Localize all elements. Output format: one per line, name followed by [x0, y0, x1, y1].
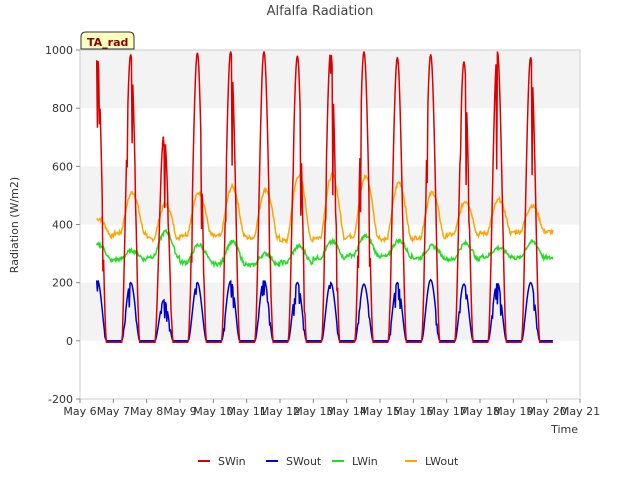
x-axis-title: Time [550, 423, 578, 436]
y-tick-label: 800 [52, 102, 73, 115]
x-tick-label: May 9 [163, 405, 196, 418]
ta-rad-badge: TA_rad [80, 31, 135, 50]
y-tick-label: 0 [66, 335, 73, 348]
x-tick-label: May 7 [97, 405, 130, 418]
chart-title: Alfalfa Radiation [267, 4, 374, 19]
x-tick-label: May 18 [460, 405, 500, 418]
x-tick-label: May 21 [560, 405, 600, 418]
badge-label: TA_rad [87, 36, 128, 49]
x-tick-label: May 15 [360, 405, 400, 418]
legend-label-lwin: LWin [352, 455, 378, 468]
x-tick-label: May 13 [293, 405, 333, 418]
legend-label-swin: SWin [218, 455, 246, 468]
x-tick-label: May 20 [527, 405, 567, 418]
x-tick-label: May 6 [63, 405, 96, 418]
x-tick-label: May 19 [493, 405, 533, 418]
y-tick-label: 400 [52, 219, 73, 232]
legend-label-swout: SWout [286, 455, 322, 468]
y-tick-label: 600 [52, 160, 73, 173]
series-line-swin [95, 51, 553, 344]
grid-band [80, 166, 580, 225]
x-tick-label: May 8 [130, 405, 163, 418]
x-tick-label: May 16 [393, 405, 433, 418]
legend-label-lwout: LWout [425, 455, 459, 468]
x-tick-label: May 12 [260, 405, 300, 418]
y-tick-label: -200 [48, 393, 73, 406]
y-axis-ticks: -200 0 200 400 600 800 1000 [45, 44, 80, 406]
x-tick-label: May 17 [427, 405, 467, 418]
x-tick-label: May 10 [193, 405, 233, 418]
legend: SWin SWout LWin LWout [198, 455, 459, 468]
y-tick-label: 1000 [45, 44, 73, 57]
y-axis-title: Radiation (W/m2) [8, 177, 21, 273]
y-tick-label: 200 [52, 277, 73, 290]
x-tick-label: May 14 [327, 405, 367, 418]
series-line-lwout [96, 171, 554, 245]
x-tick-label: May 11 [227, 405, 267, 418]
series-layer [95, 51, 554, 344]
